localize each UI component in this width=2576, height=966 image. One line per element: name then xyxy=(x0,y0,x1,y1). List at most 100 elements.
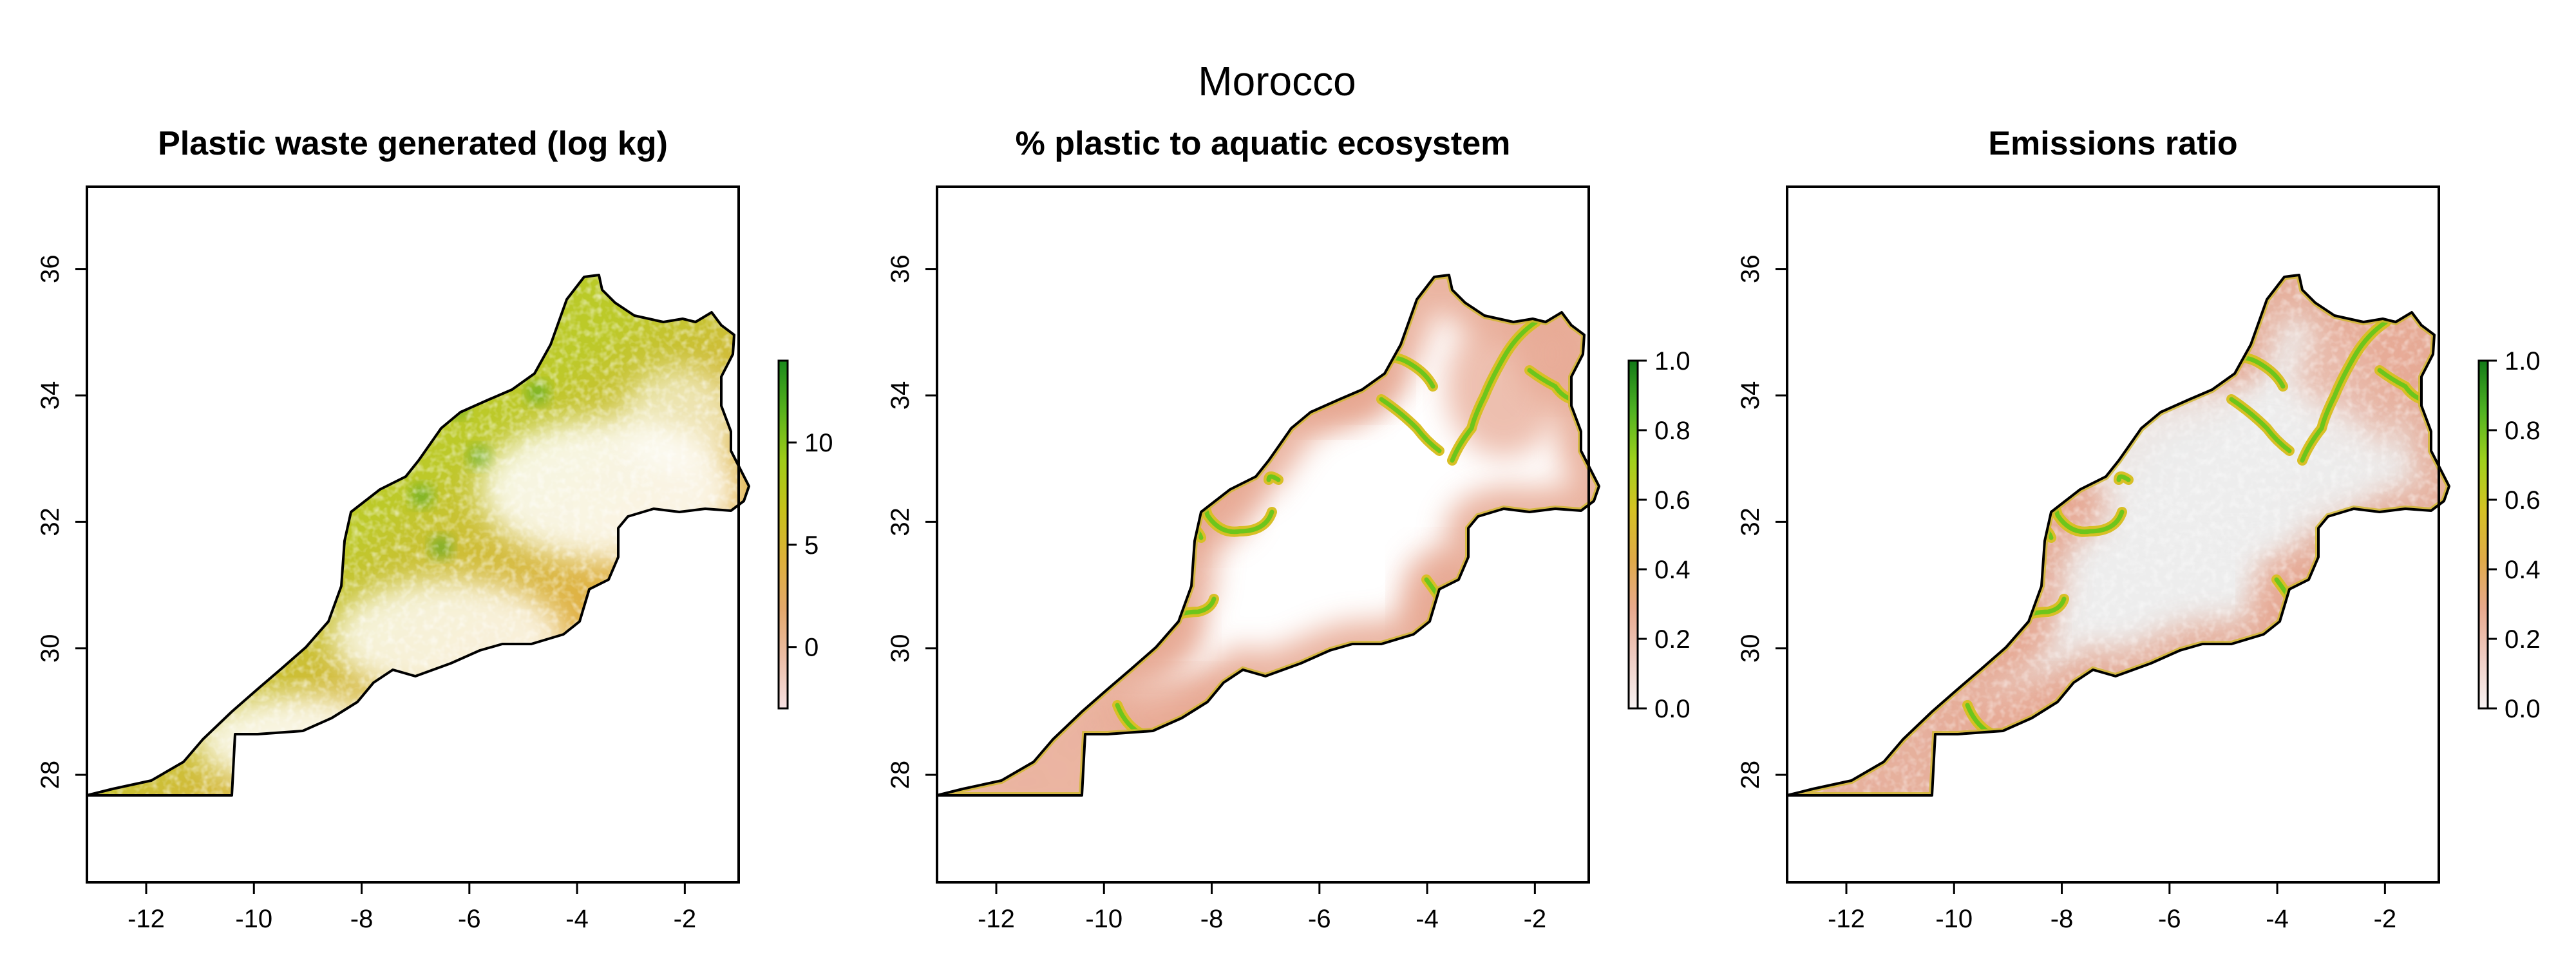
y-tick-label: 30 xyxy=(1736,634,1765,663)
map-panel-3: Emissions ratio -12 -10 -8 -6 -4 -2 28 30 32 34 36 0… xyxy=(1736,125,2541,933)
colorbar-tick-label: 0.4 xyxy=(1654,556,1690,584)
x-tick-label: -6 xyxy=(1308,905,1331,933)
plot-area: -12 -10 -8 -6 -4 -2 28 30 32 34 36 xyxy=(36,185,750,933)
river-channel xyxy=(1150,520,1204,540)
x-tick-label: -2 xyxy=(674,905,697,933)
colorbar-tick-label: 10 xyxy=(804,429,833,457)
river-basin xyxy=(1955,496,2045,573)
y-tick-label: 28 xyxy=(36,761,64,790)
colorbar-tick-label: 0.2 xyxy=(1654,625,1690,654)
x-tick-label: -8 xyxy=(2050,905,2074,933)
urban-hotspot xyxy=(507,349,530,372)
river-channel xyxy=(2116,474,2131,482)
colorbar-tick-label: 0.8 xyxy=(2505,417,2541,445)
x-tick-label: -12 xyxy=(1828,905,1865,933)
plot-frame xyxy=(86,185,740,884)
x-tick-label: -12 xyxy=(978,905,1015,933)
x-tick-label: -12 xyxy=(128,905,165,933)
y-axis: 28 30 32 34 36 xyxy=(1736,254,1787,789)
river-channel xyxy=(1450,319,1539,463)
x-tick-label: -10 xyxy=(1085,905,1122,933)
figure-title: Morocco xyxy=(1198,58,1356,104)
y-tick-label: 36 xyxy=(36,254,64,283)
colorbar: 0.0 0.2 0.4 0.6 0.8 1.0 xyxy=(2477,347,2541,723)
y-tick-label: 34 xyxy=(886,381,914,410)
colorbar-ramp xyxy=(777,359,789,710)
panel-title: % plastic to aquatic ecosystem xyxy=(1016,125,1511,162)
x-tick-label: -8 xyxy=(350,905,374,933)
colorbar-tick-label: 5 xyxy=(804,531,819,560)
colorbar-ramp xyxy=(1627,359,1639,710)
raster-layer xyxy=(937,275,1599,795)
colorbar-tick-label: 0.6 xyxy=(2505,486,2541,515)
x-tick-label: -10 xyxy=(1935,905,1973,933)
country-outline xyxy=(1786,274,2450,797)
y-axis: 28 30 32 34 36 xyxy=(886,254,937,789)
x-tick-label: -4 xyxy=(2266,905,2289,933)
colorbar-tick-label: 1.0 xyxy=(1654,347,1690,375)
colorbar-tick-label: 0.8 xyxy=(1654,417,1690,445)
y-tick-label: 36 xyxy=(1736,254,1765,283)
urban-hotspot xyxy=(384,452,408,475)
map-panel-2: % plastic to aquatic ecosystem -12 -10 -8 -6… xyxy=(886,125,1690,933)
y-tick-label: 32 xyxy=(886,507,914,536)
river-basin xyxy=(1104,496,1195,573)
country-outline xyxy=(86,274,750,797)
raster-layer xyxy=(1787,275,2449,795)
x-tick-label: -4 xyxy=(565,905,589,933)
raster-base xyxy=(937,275,1599,795)
x-tick-label: -6 xyxy=(458,905,481,933)
texture xyxy=(87,275,739,795)
panel-title: Plastic waste generated (log kg) xyxy=(158,125,668,162)
river-channel xyxy=(2229,397,2292,453)
y-tick-label: 36 xyxy=(886,254,914,283)
x-tick-label: -6 xyxy=(2158,905,2181,933)
panels-layer: Plastic waste generated (log kg) -12 -10 -8… xyxy=(36,125,2541,933)
colorbar-tick-label: 0.0 xyxy=(2505,695,2541,723)
x-tick-label: -2 xyxy=(2374,905,2397,933)
river-channel xyxy=(1527,368,1574,402)
plot-area: -12 -10 -8 -6 -4 -2 28 30 32 34 36 xyxy=(1736,185,2450,933)
colorbar-tick-label: 0.0 xyxy=(1654,695,1690,723)
x-tick-label: -8 xyxy=(1200,905,1224,933)
colorbar-ramp xyxy=(2477,359,2489,710)
river-halo xyxy=(1148,517,1206,543)
x-tick-label: -2 xyxy=(1524,905,1547,933)
x-axis: -12 -10 -8 -6 -4 -2 xyxy=(978,882,1546,933)
y-tick-label: 28 xyxy=(886,761,914,790)
panel-title: Emissions ratio xyxy=(1988,125,2237,162)
river-channel xyxy=(2377,368,2424,402)
map-panel-1: Plastic waste generated (log kg) -12 -10 -8… xyxy=(36,125,833,933)
y-tick-label: 34 xyxy=(36,381,64,410)
texture xyxy=(1787,275,2439,795)
colorbar-tick-label: 0.6 xyxy=(1654,486,1690,515)
river-halo xyxy=(1998,517,2056,543)
y-tick-label: 32 xyxy=(36,507,64,536)
y-tick-label: 30 xyxy=(36,634,64,663)
colorbar-tick-label: 0.2 xyxy=(2505,625,2541,654)
y-tick-label: 30 xyxy=(886,634,914,663)
river-channel xyxy=(2000,520,2054,540)
plot-area: -12 -10 -8 -6 -4 -2 28 30 32 34 36 xyxy=(886,185,1600,933)
plot-frame xyxy=(936,185,1590,884)
country-outline xyxy=(936,274,1600,797)
x-axis: -12 -10 -8 -6 -4 -2 xyxy=(128,882,696,933)
raster-layer xyxy=(87,275,749,795)
river-channel xyxy=(2300,319,2389,463)
x-tick-label: -10 xyxy=(235,905,272,933)
y-tick-label: 28 xyxy=(1736,761,1765,790)
y-axis: 28 30 32 34 36 xyxy=(36,254,87,789)
colorbar-tick-label: 1.0 xyxy=(2505,347,2541,375)
y-tick-label: 34 xyxy=(1736,381,1765,410)
y-tick-label: 32 xyxy=(1736,507,1765,536)
colorbar: 0.0 0.2 0.4 0.6 0.8 1.0 xyxy=(1627,347,1690,723)
x-tick-label: -4 xyxy=(1416,905,1439,933)
river-channel xyxy=(1379,397,1442,453)
colorbar-tick-label: 0 xyxy=(804,634,819,662)
river-channel xyxy=(1266,474,1281,482)
colorbar-tick-label: 0.4 xyxy=(2505,556,2541,584)
plot-frame xyxy=(1786,185,2440,884)
x-axis: -12 -10 -8 -6 -4 -2 xyxy=(1828,882,2396,933)
colorbar: 0 5 10 xyxy=(777,359,833,710)
